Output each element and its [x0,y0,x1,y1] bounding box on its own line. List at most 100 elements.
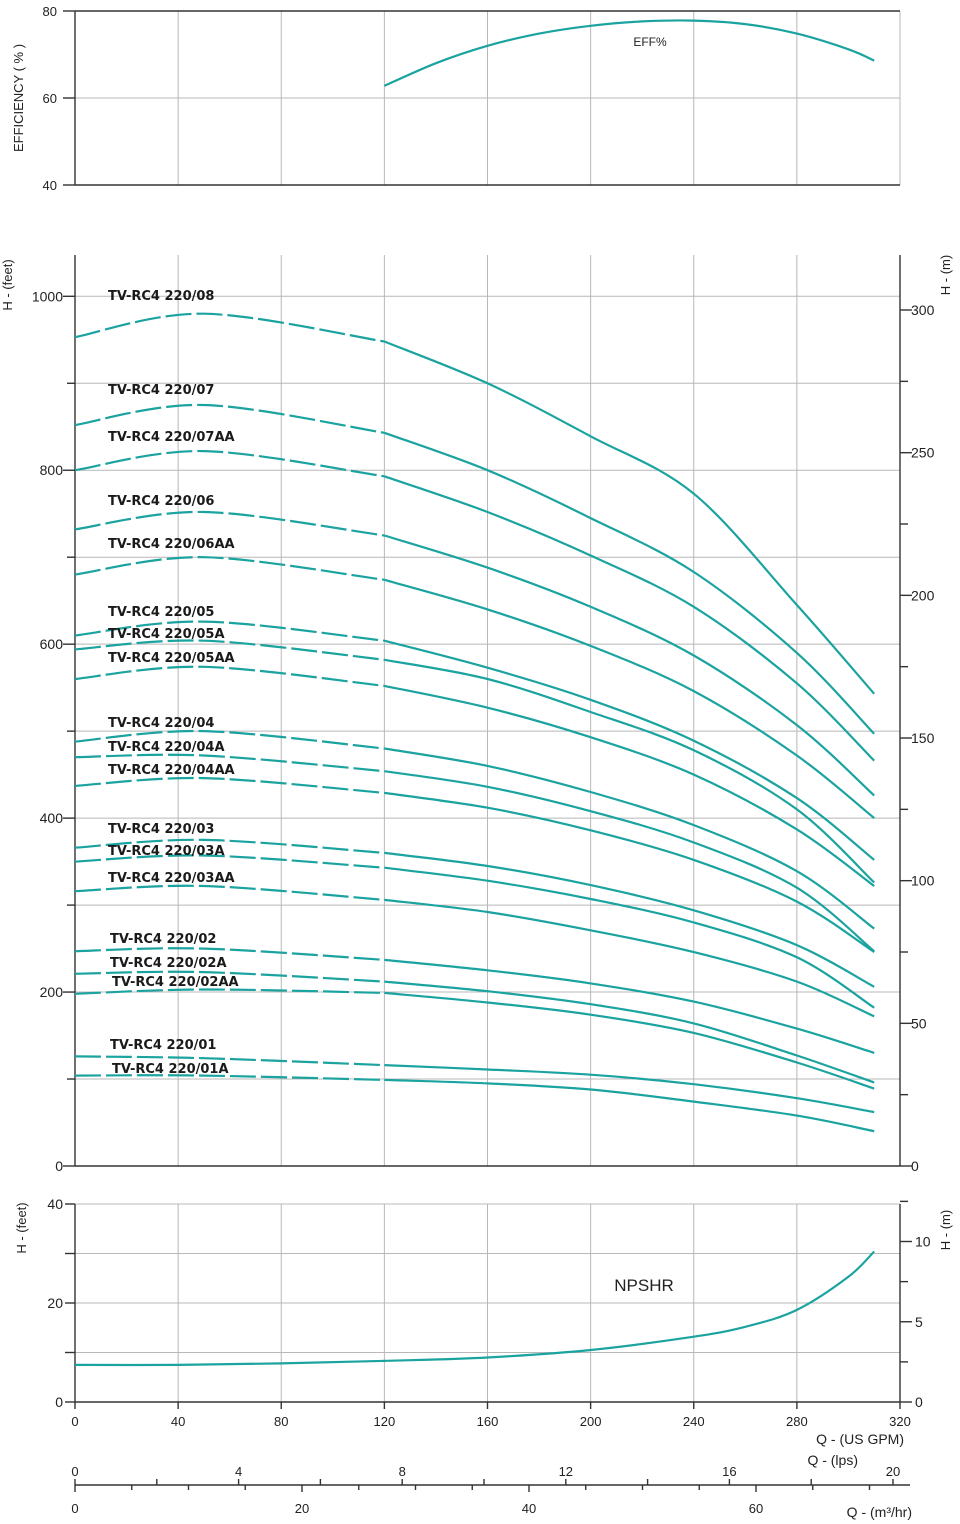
efficiency-panel: 40 60 80 EFFICIENCY ( % ) EFF% [11,4,901,193]
head-curve-solid [384,791,875,954]
head-curve-dashed [74,1074,385,1081]
head-curve-dashed [74,449,385,478]
series-label: TV-RC4 220/02 [110,932,216,947]
x-tick-label-gpm: 200 [580,1414,602,1429]
efficiency-curve [383,19,875,87]
head-curve-solid [384,639,875,861]
x-tick-label-gpm: 0 [71,1414,78,1429]
head-curve-solid [383,340,876,695]
x-tick-label-m3h: 60 [749,1501,763,1516]
head-curve-solid [384,980,875,1084]
series-label: TV-RC4 220/02AA [112,975,239,990]
series-label: TV-RC4 220/04 [108,716,214,731]
head-curve-solid [384,770,875,953]
head-curve-solid [384,851,875,988]
npshr-panel: 0 20 40 0 5 10 H - (feet) H - (m) NPSHR [14,1196,953,1410]
series-label: TV-RC4 220/03A [108,844,225,859]
y-axis-title-right: H - (m) [938,1210,953,1250]
head-curve-solid [384,747,875,930]
head-curve-dashed [74,884,385,901]
series-label: TV-RC4 220/05AA [108,651,235,666]
head-curve-dashed [74,510,385,537]
head-curve-dashed [74,312,385,343]
series-label: TV-RC4 220/04A [108,740,225,755]
head-curve-solid [384,684,875,887]
series-label: TV-RC4 220/01 [110,1038,216,1053]
head-curve-dashed [74,1055,385,1067]
x-tick-label-gpm: 120 [374,1414,396,1429]
x-tick-label-m3h: 20 [295,1501,309,1516]
head-curve-dashed [74,988,385,995]
npshr-curve [74,1250,875,1367]
head-curve-solid [384,866,875,1009]
y-tick-label-left: 800 [40,462,64,478]
y-axis-title-left: H - (feet) [0,259,15,310]
y-tick-label: 40 [43,178,57,193]
head-curve-dashed [74,838,385,854]
y-tick-label-right: 0 [915,1394,923,1410]
series-label: TV-RC4 220/06AA [108,537,235,552]
y-tick-label-right: 150 [911,730,935,746]
head-curve-dashed [74,854,385,869]
head-curve-dashed [74,403,385,434]
x-axis-title-lps: Q - (lps) [807,1452,858,1468]
head-curve-dashed [74,776,385,794]
x-tick-label-gpm: 240 [683,1414,705,1429]
y-axis-title-left: H - (feet) [14,1202,29,1253]
x-tick-label-lps: 0 [71,1464,78,1479]
y-tick-label-left: 600 [40,636,64,652]
head-curve-dashed [74,620,385,642]
x-tick-label-lps: 20 [886,1464,900,1479]
y-tick-label: 80 [43,4,57,19]
x-tick-label-gpm: 320 [889,1414,911,1429]
x-axis-title-gpm: Q - (US GPM) [816,1431,904,1447]
head-curve-solid [384,1078,875,1133]
y-tick-label-right: 250 [911,445,935,461]
series-label-eff: EFF% [633,35,667,49]
series-label: TV-RC4 220/01A [112,1062,229,1077]
x-tick-label-m3h: 40 [522,1501,536,1516]
x-tick-label-lps: 16 [722,1464,736,1479]
y-tick-label-left: 40 [47,1196,63,1212]
y-tick-label-right: 300 [911,302,935,318]
head-curve-solid [384,1064,875,1114]
x-tick-label-lps: 4 [235,1464,242,1479]
y-tick-label-left: 1000 [32,288,63,304]
x-tick-label-lps: 8 [399,1464,406,1479]
head-curve-solid [384,898,875,1018]
y-tick-label-left: 20 [47,1295,63,1311]
head-curve-dashed [74,665,385,687]
y-tick-label-left: 0 [55,1158,63,1174]
series-label: TV-RC4 220/03 [108,822,214,837]
series-label-npshr: NPSHR [614,1276,674,1295]
x-tick-label-gpm: 40 [171,1414,185,1429]
y-tick-label-right: 0 [911,1158,919,1174]
head-curve-solid [384,658,875,884]
x-axis-title-m3h: Q - (m³/hr) [847,1504,912,1520]
head-curve-dashed [74,556,385,581]
x-tick-label-gpm: 80 [274,1414,288,1429]
y-tick-label-left: 400 [40,810,64,826]
head-curve-dashed [74,947,385,961]
head-curve-dashed [74,729,385,750]
series-label: TV-RC4 220/07 [108,383,214,398]
y-axis-title: EFFICIENCY ( % ) [11,44,26,152]
y-axis-title-right: H - (m) [938,255,953,295]
head-curve-solid [384,991,875,1090]
head-curve-solid [384,534,875,797]
y-tick-label-right: 5 [915,1314,923,1330]
x-tick-label-lps: 12 [559,1464,573,1479]
head-curve-dashed [74,753,385,773]
head-curve-solid [384,475,875,762]
series-label: TV-RC4 220/04AA [108,763,235,778]
series-label: TV-RC4 220/05A [108,627,225,642]
series-label: TV-RC4 220/07AA [108,430,235,445]
y-tick-label: 60 [43,91,57,106]
y-tick-label-left: 0 [55,1394,63,1410]
y-tick-label-right: 200 [911,587,935,603]
y-tick-label-left: 200 [40,984,64,1000]
series-label: TV-RC4 220/08 [108,289,214,304]
